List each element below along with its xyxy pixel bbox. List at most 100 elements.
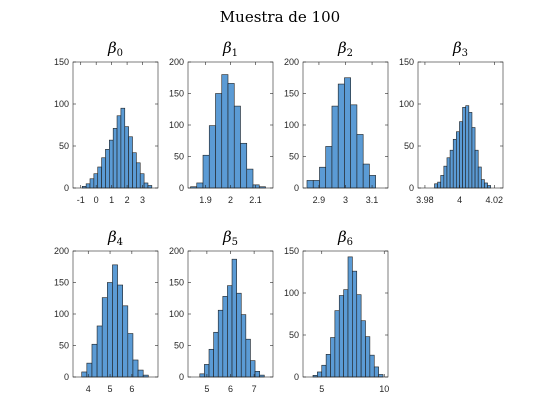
bar <box>443 165 448 189</box>
y-tick-label: 150 <box>54 278 69 288</box>
bar <box>202 154 210 189</box>
panel-title: β3 <box>452 39 468 59</box>
bar <box>128 136 133 189</box>
panel-title: β2 <box>337 39 353 59</box>
bar <box>362 163 370 189</box>
bar <box>221 74 229 189</box>
bar <box>227 83 235 189</box>
bar <box>343 289 349 378</box>
bar <box>231 258 237 378</box>
y-tick-label: 100 <box>169 309 184 319</box>
x-tick-label: 4 <box>86 384 91 394</box>
bar <box>471 127 476 189</box>
bar <box>462 107 467 189</box>
bar <box>136 162 141 189</box>
bar <box>97 166 102 189</box>
y-tick-label: 200 <box>54 246 69 256</box>
bar <box>373 366 379 378</box>
bar <box>93 173 99 189</box>
y-tick-label: 100 <box>399 99 414 109</box>
bar <box>337 83 345 189</box>
x-tick-label: 1 <box>109 195 114 205</box>
suptitle: Muestra de 100 <box>220 8 340 26</box>
bar <box>484 182 488 189</box>
bar <box>352 270 358 378</box>
bar <box>208 125 216 189</box>
bar <box>312 180 320 189</box>
bar <box>378 374 384 378</box>
x-tick-label: 1.9 <box>199 195 212 205</box>
bar <box>317 371 323 378</box>
axes-frame <box>417 61 504 189</box>
histogram-panel-6: 0 50 100 150 5 10 β6 <box>284 228 389 394</box>
bar <box>132 152 137 189</box>
y-tick-label: 50 <box>174 341 184 351</box>
bar <box>446 157 451 189</box>
bar <box>89 178 95 189</box>
bar <box>456 131 460 189</box>
bar <box>124 126 129 189</box>
y-tick-label: 150 <box>284 246 299 256</box>
y-tick-label: 200 <box>169 246 184 256</box>
bar <box>252 184 260 189</box>
bar <box>347 256 353 378</box>
bar <box>440 175 445 189</box>
bar <box>122 305 129 378</box>
x-tick-label: -1 <box>77 195 85 205</box>
bar <box>109 139 114 189</box>
y-tick-label: 200 <box>169 57 184 67</box>
bar <box>105 149 110 189</box>
bar <box>246 168 254 189</box>
x-tick-label: 3.98 <box>416 195 434 205</box>
bar <box>330 337 336 378</box>
bar <box>101 297 108 378</box>
x-tick-label: 0 <box>94 195 99 205</box>
histogram-panel-2: 0 50 100 150 200 2.9 3 3.1 β2 <box>284 39 389 205</box>
bar <box>356 134 364 189</box>
bar <box>319 166 327 189</box>
axes-frame <box>302 250 389 378</box>
bar <box>344 77 351 189</box>
bar <box>306 180 314 189</box>
bar <box>147 185 153 189</box>
bar <box>452 138 457 189</box>
bar <box>449 149 454 189</box>
bar <box>81 371 88 378</box>
x-tick-label: 3.1 <box>366 195 379 205</box>
panel-title: β0 <box>107 39 123 59</box>
y-tick-label: 150 <box>169 89 184 99</box>
panel-title: β6 <box>337 228 353 248</box>
bar <box>86 362 93 378</box>
panel-title: β5 <box>222 228 238 248</box>
bar <box>222 296 228 378</box>
bar <box>350 104 358 189</box>
x-tick-label: 2.1 <box>249 195 262 205</box>
bar <box>139 173 145 189</box>
bar <box>107 282 113 378</box>
bar <box>474 149 479 189</box>
bar <box>227 285 233 378</box>
histogram-panel-1: 0 50 100 150 200 1.9 2 2.1 β1 <box>169 39 274 205</box>
bar <box>487 185 491 189</box>
histogram-panel-4: 0 50 100 150 200 4 5 6 β4 <box>54 228 159 394</box>
bar <box>477 166 482 189</box>
y-tick-label: 100 <box>284 120 299 130</box>
y-tick-label: 150 <box>54 57 69 67</box>
x-tick-label: 6 <box>129 384 134 394</box>
bar <box>369 175 376 189</box>
bar <box>338 295 344 378</box>
bar <box>360 320 366 378</box>
y-tick-label: 100 <box>169 120 184 130</box>
y-tick-label: 200 <box>284 57 299 67</box>
bar <box>143 182 149 189</box>
y-tick-label: 50 <box>174 152 184 162</box>
bar <box>117 284 123 378</box>
y-tick-label: 0 <box>294 183 299 193</box>
bar <box>365 336 371 378</box>
bar <box>334 310 340 378</box>
histogram-panel-3: 0 50 100 150 3.98 4 4.02 β3 <box>399 39 504 205</box>
bar <box>91 343 98 378</box>
y-tick-label: 150 <box>399 57 414 67</box>
